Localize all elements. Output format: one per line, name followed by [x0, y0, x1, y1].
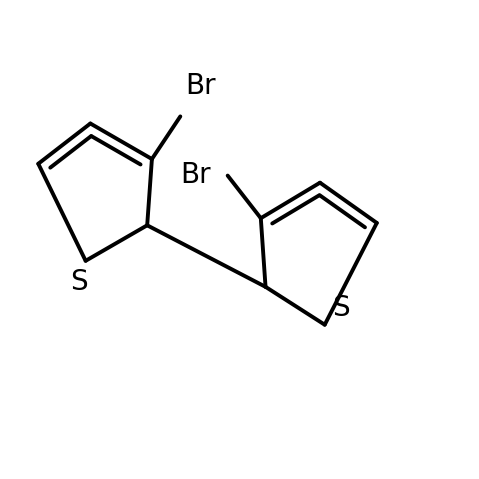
Text: S: S [70, 268, 87, 296]
Text: Br: Br [185, 72, 216, 100]
Text: Br: Br [181, 161, 211, 189]
Text: S: S [332, 295, 350, 322]
